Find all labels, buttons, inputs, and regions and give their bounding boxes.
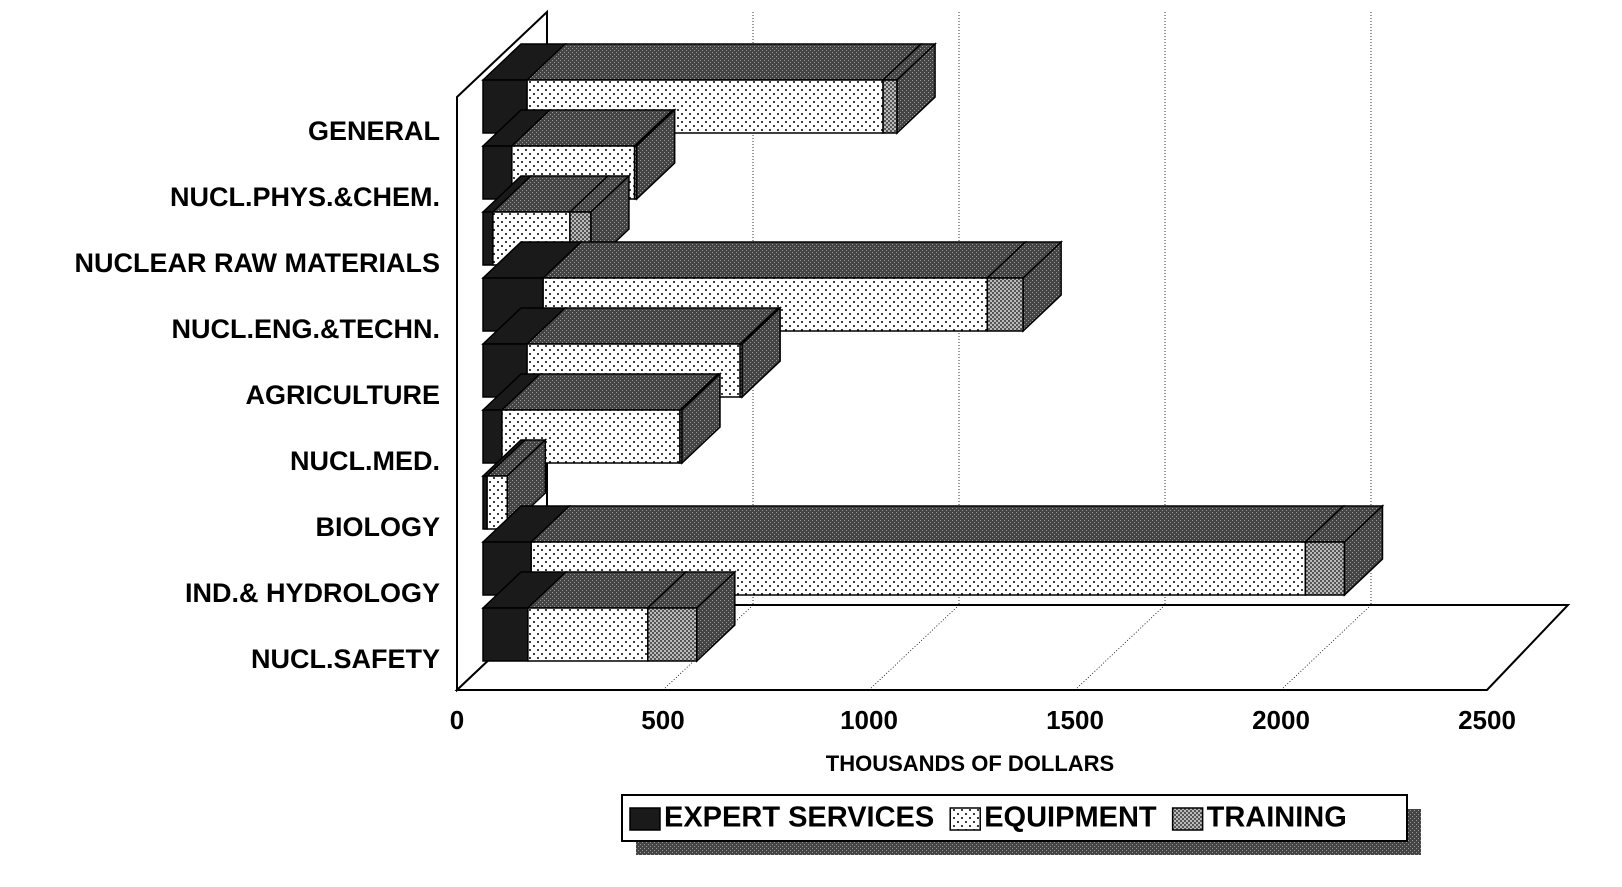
bar-segment <box>481 571 568 662</box>
bar-segment <box>526 571 688 662</box>
bar-side <box>681 372 721 465</box>
bar-front <box>482 607 529 662</box>
y-tick-label: NUCLEAR RAW MATERIALS <box>75 248 440 278</box>
bar-side <box>741 306 781 399</box>
bar-side <box>896 42 936 135</box>
legend-box <box>621 794 1408 842</box>
legend-label: EXPERT SERVICES <box>664 802 934 834</box>
bar-side <box>696 570 736 663</box>
bar-side <box>1022 240 1062 333</box>
bar-segment <box>645 571 737 662</box>
bar-front <box>482 211 494 266</box>
bar-top <box>541 241 1028 279</box>
y-tick-label: IND.& HYDROLOGY <box>185 578 440 608</box>
legend-swatch <box>1171 807 1204 831</box>
bar-front <box>482 409 503 464</box>
legend-swatch <box>629 807 661 831</box>
x-tick-label: 500 <box>641 705 684 735</box>
y-tick-label: NUCL.PHYS.&CHEM. <box>170 182 440 212</box>
y-tick-label: BIOLOGY <box>315 512 440 542</box>
bar-top <box>525 43 923 81</box>
bar-side <box>1343 504 1384 597</box>
x-axis-label: THOUSANDS OF DOLLARS <box>826 751 1114 776</box>
y-tick-label: NUCL.ENG.&TECHN. <box>172 314 441 344</box>
bar-front <box>882 79 898 134</box>
x-tick-label: 2500 <box>1458 705 1516 735</box>
bar-segment <box>985 241 1064 332</box>
y-tick-label: AGRICULTURE <box>246 380 440 410</box>
x-tick-label: 1500 <box>1046 705 1104 735</box>
x-tick-label: 2000 <box>1252 705 1310 735</box>
x-tick-label: 1000 <box>840 705 898 735</box>
legend-swatch <box>949 807 981 831</box>
bar-front <box>527 607 649 662</box>
bar-front <box>1304 541 1346 596</box>
bar-top <box>525 307 780 345</box>
y-tick-label: NUCL.MED. <box>290 446 440 476</box>
legend-label: TRAINING <box>1207 802 1347 834</box>
bar-segment <box>525 43 923 134</box>
bar-front <box>647 607 698 662</box>
legend: EXPERT SERVICES EQUIPMENT TRAINING <box>621 794 1421 855</box>
bar-side <box>506 438 547 531</box>
y-tick-label: NUCL.SAFETY <box>251 644 440 674</box>
bar-front <box>986 277 1024 332</box>
x-tick-label: 0 <box>450 705 464 735</box>
bar-side <box>635 108 676 201</box>
legend-label: EQUIPMENT <box>984 802 1157 834</box>
y-tick-label: GENERAL <box>308 116 440 146</box>
bar-top <box>529 505 1346 543</box>
